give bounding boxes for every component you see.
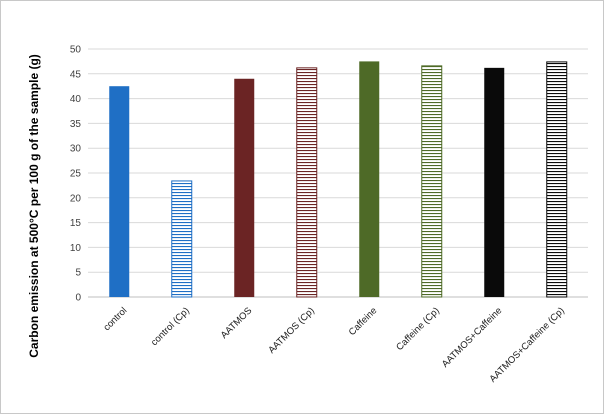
x-tick-label: Caffeine xyxy=(347,305,380,338)
x-tick-label: control xyxy=(101,305,129,333)
y-tick-label: 0 xyxy=(75,293,81,304)
y-tick-label: 45 xyxy=(70,69,82,80)
y-tick-label: 40 xyxy=(70,94,82,105)
x-tick-label: AATMOS xyxy=(219,305,255,341)
bar-control xyxy=(109,86,130,297)
bars xyxy=(109,61,568,298)
y-tick-label: 30 xyxy=(70,144,82,155)
bar-control-cp xyxy=(171,180,193,298)
x-tick-label: control (Cp) xyxy=(149,305,192,348)
y-axis-label: Carbon emission at 500°C per 100 g of th… xyxy=(27,54,41,358)
x-tick-labels: control control (Cp) AATMOS AATMOS (Cp) Caff… xyxy=(101,305,566,384)
y-tick-label: 50 xyxy=(70,45,82,56)
bar-aatmos xyxy=(234,78,255,297)
x-tick-label: AATMOS (Cp) xyxy=(266,305,317,356)
y-tick-label: 5 xyxy=(75,268,81,279)
y-tick-label: 15 xyxy=(70,218,82,229)
bar-aatmos-caffeine-cp xyxy=(546,61,568,298)
x-tick-label: Caffeine (Cp) xyxy=(394,305,442,353)
bar-aatmos-cp xyxy=(296,67,318,298)
y-tick-label: 25 xyxy=(70,169,82,180)
x-tick-label: AATMOS+Caffeine xyxy=(440,305,504,369)
bar-caffeine-cp xyxy=(421,65,443,298)
y-tick-label: 10 xyxy=(70,243,82,254)
y-tick-labels: 0 5 10 15 20 25 30 35 40 45 50 xyxy=(70,45,82,304)
y-tick-label: 35 xyxy=(70,119,82,130)
bar-caffeine xyxy=(359,61,380,298)
bar-aatmos-caffeine xyxy=(484,67,505,298)
y-tick-label: 20 xyxy=(70,193,82,204)
gridlines xyxy=(88,48,588,298)
